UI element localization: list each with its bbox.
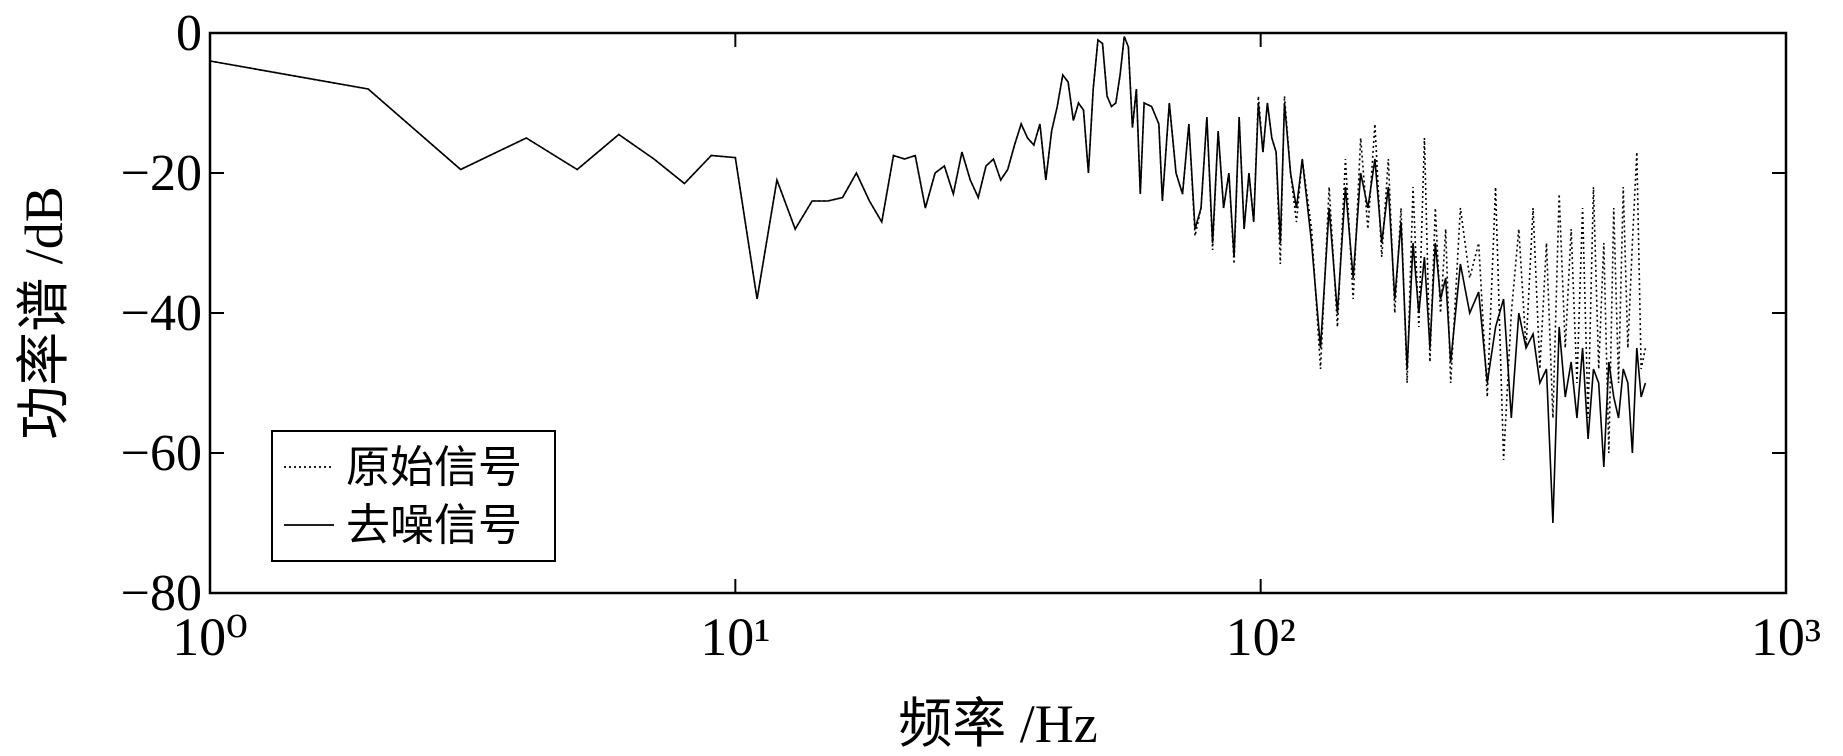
y-tick-label: −20 <box>121 145 202 202</box>
y-tick-label: −60 <box>121 425 202 482</box>
legend-box <box>271 430 556 562</box>
data-line <box>209 36 1647 461</box>
x-tick-label: 10² <box>1226 607 1296 667</box>
x-tick-label: 10¹ <box>700 607 770 667</box>
legend-label: 原始信号 <box>346 443 522 492</box>
y-tick-label: −80 <box>121 565 202 622</box>
y-tick-label: −40 <box>121 285 202 342</box>
y-axis-label: 功率谱 /dB <box>14 186 74 440</box>
legend-label: 去噪信号 <box>346 501 522 550</box>
y-tick-label: 0 <box>176 5 202 62</box>
x-axis-label: 频率 /Hz <box>898 694 1097 754</box>
x-tick-label: 10⁰ <box>172 607 248 667</box>
x-tick-label: 10³ <box>1751 607 1821 667</box>
data-line <box>209 36 1647 524</box>
